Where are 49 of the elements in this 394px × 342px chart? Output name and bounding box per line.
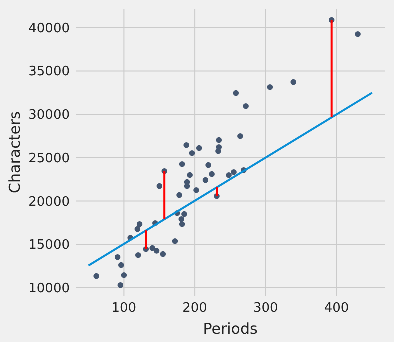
point [355, 31, 361, 38]
point [136, 221, 143, 228]
point [184, 142, 190, 148]
y-tick-label: 30000 [28, 108, 70, 124]
point [226, 172, 232, 178]
x-tick-label: 400 [324, 301, 350, 316]
point [118, 282, 124, 288]
y-tick-label: 15000 [28, 238, 70, 254]
point [209, 171, 215, 178]
point [176, 192, 182, 198]
point [233, 90, 240, 96]
point [206, 162, 212, 168]
point [182, 211, 188, 218]
point [135, 252, 142, 258]
point [150, 245, 156, 252]
point [121, 272, 128, 278]
point [238, 133, 244, 140]
point [202, 177, 209, 184]
point [267, 84, 274, 90]
x-tick-label: 300 [254, 301, 278, 316]
point [114, 254, 121, 260]
point [134, 226, 141, 232]
point [154, 248, 160, 254]
point [216, 137, 222, 144]
point [189, 150, 196, 156]
x-axis-title: Periods [203, 320, 258, 338]
point [231, 169, 237, 176]
y-axis-title: Characters [6, 111, 24, 194]
point [94, 273, 100, 280]
point [216, 144, 222, 150]
y-tick-label: 10000 [28, 282, 70, 297]
point [187, 172, 193, 178]
point [243, 103, 249, 110]
point [196, 145, 202, 152]
point [160, 251, 166, 258]
y-tick-label: 35000 [28, 64, 70, 80]
point [179, 221, 186, 228]
y-tick-label: 40000 [28, 21, 70, 36]
point [118, 262, 124, 268]
point [156, 183, 163, 190]
point [178, 216, 184, 222]
point [172, 238, 178, 244]
point [290, 79, 296, 86]
point [194, 187, 200, 194]
point [179, 161, 186, 168]
y-tick-label: 25000 [28, 151, 70, 166]
y-tick-label: 20000 [28, 194, 70, 210]
x-tick-label: 200 [182, 301, 208, 316]
x-tick-label: 100 [112, 301, 137, 316]
